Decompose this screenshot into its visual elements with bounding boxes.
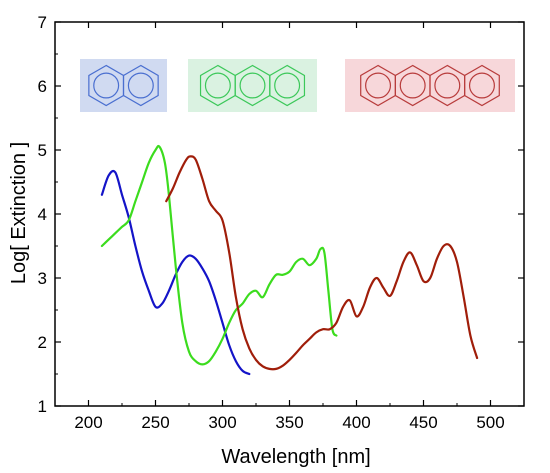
anthracene-structure (188, 59, 317, 112)
y-axis-label: Log[ Extinction ] (8, 142, 30, 284)
y-tick-label: 5 (38, 141, 47, 160)
y-tick-label: 7 (38, 13, 47, 32)
anthracene-structure-box (188, 59, 317, 112)
tetracene-ring-circle (434, 72, 461, 99)
plot-frame (54, 21, 525, 407)
tetracene-ring (464, 64, 500, 107)
tetracene-structure (345, 59, 515, 112)
x-tick-label: 350 (275, 413, 303, 432)
x-axis-label: Wavelength [nm] (221, 446, 370, 468)
x-tick-label: 450 (409, 413, 437, 432)
naphthalene-ring-circle (127, 72, 154, 99)
x-tick-label: 500 (476, 413, 504, 432)
tetracene-ring-circle (468, 72, 495, 99)
x-tick-label: 400 (342, 413, 370, 432)
naphthalene-ring-circle (93, 72, 120, 99)
series-line-3 (165, 155, 479, 371)
anthracene-ring (269, 64, 306, 107)
x-tick-label: 200 (74, 413, 102, 432)
series-line-2 (100, 144, 338, 366)
molecule-structures (80, 59, 515, 112)
y-tick-label: 1 (38, 397, 47, 416)
tick-labels: 200 250 300 350 400 450 500 1 2 3 4 5 6 7 (38, 13, 505, 432)
naphthalene-ring (122, 64, 159, 107)
anthracene-ring-circle (204, 72, 231, 99)
tetracene-ring-circle (365, 72, 392, 99)
tetracene-ring-circle (399, 72, 426, 99)
x-tick-label: 250 (141, 413, 169, 432)
y-tick-label: 6 (38, 77, 47, 96)
x-tick-label: 300 (208, 413, 236, 432)
naphthalene-structure (80, 59, 167, 112)
y-tick-label: 4 (38, 205, 47, 224)
y-tick-label: 2 (38, 333, 47, 352)
anthracene-ring-circle (239, 72, 266, 99)
y-tick-label: 3 (38, 269, 47, 288)
anthracene-ring-circle (274, 72, 301, 99)
series-lines (100, 144, 479, 376)
